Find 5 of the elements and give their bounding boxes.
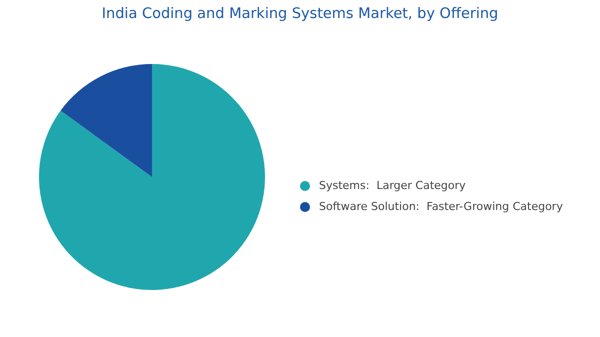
pie-slice: [39, 64, 265, 290]
chart-title: India Coding and Marking Systems Market, by Offering: [100, 6, 500, 22]
legend-label: Software Solution: Faster-Growing Category: [319, 200, 563, 213]
legend-label: Systems: Larger Category: [319, 179, 466, 192]
pie-slice: [60, 64, 152, 177]
